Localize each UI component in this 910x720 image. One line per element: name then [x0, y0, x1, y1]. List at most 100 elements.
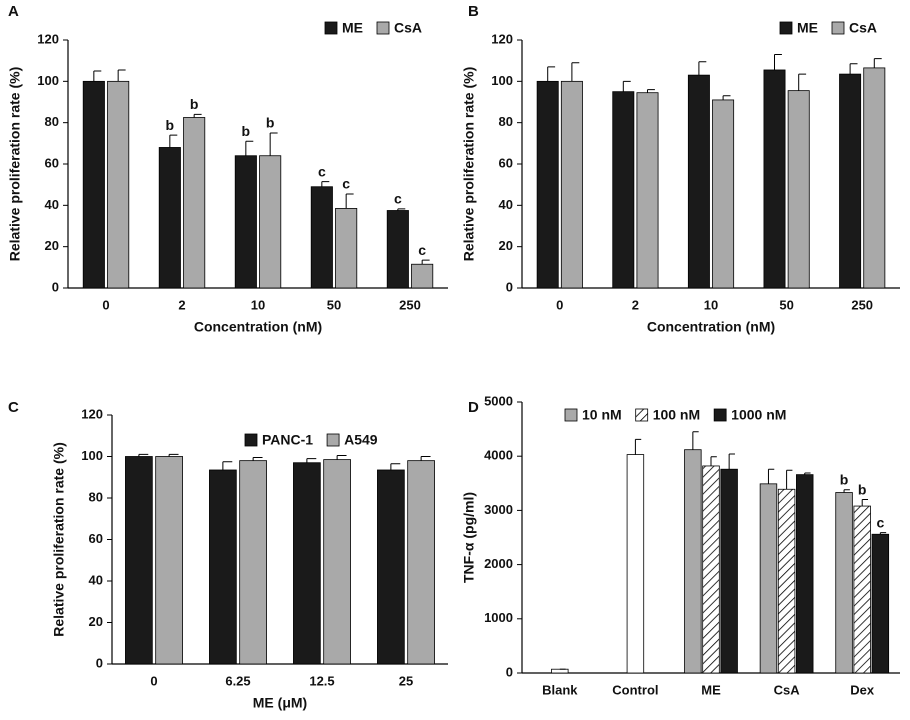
y-tick-label: 120	[491, 31, 513, 46]
error-bar	[646, 89, 655, 93]
bar	[536, 80, 559, 289]
error-bar	[571, 62, 580, 82]
y-tick-label: 80	[45, 114, 59, 129]
bar	[310, 186, 333, 289]
error-bar	[767, 468, 775, 484]
y-tick-label: 0	[506, 279, 513, 294]
error-bar	[252, 457, 263, 461]
legend-label: CsA	[394, 20, 422, 36]
bar	[323, 459, 351, 665]
bar	[386, 210, 409, 289]
error-bar	[804, 472, 811, 475]
y-tick-label: 40	[45, 197, 59, 212]
x-tick-label: 10	[704, 297, 718, 312]
bar	[863, 67, 886, 289]
x-tick-label: Dex	[850, 682, 875, 697]
panel-label: C	[8, 399, 19, 416]
legend-label: ME	[342, 20, 363, 36]
bar	[777, 488, 796, 674]
panel-label: A	[8, 3, 19, 20]
y-tick-label: 3000	[484, 502, 513, 517]
y-tick-label: 100	[37, 73, 59, 88]
bar	[239, 460, 267, 665]
x-tick-label: 25	[399, 673, 413, 688]
bar	[155, 456, 183, 665]
error-bar	[321, 181, 330, 187]
bar	[720, 468, 738, 674]
bar	[107, 80, 130, 289]
error-bar	[193, 113, 202, 118]
x-axis-label: Concentration (nM)	[194, 319, 322, 335]
bar	[712, 99, 735, 289]
y-tick-label: 0	[52, 279, 59, 294]
bar	[125, 456, 153, 665]
y-tick-label: 40	[499, 197, 513, 212]
y-tick-label: 20	[45, 238, 59, 253]
error-bar	[336, 454, 347, 460]
error-bar	[93, 70, 102, 82]
y-tick-label: 4000	[484, 448, 513, 463]
y-tick-label: 100	[491, 73, 513, 88]
y-tick-label: 100	[81, 448, 103, 463]
error-bar	[634, 438, 642, 455]
y-tick-label: 120	[81, 406, 103, 421]
x-tick-label: 250	[399, 297, 421, 312]
panel-label: D	[468, 399, 479, 416]
y-axis-label: Relative proliferation rate (%)	[7, 67, 23, 262]
y-tick-label: 60	[89, 531, 103, 546]
legend-label: CsA	[849, 20, 877, 36]
x-tick-label: 50	[779, 297, 793, 312]
y-axis-label: Relative proliferation rate (%)	[461, 67, 477, 262]
bar	[234, 155, 257, 289]
legend-label: ME	[797, 20, 818, 36]
y-tick-label: 80	[89, 489, 103, 504]
y-tick-label: 60	[499, 155, 513, 170]
x-axis-label: Concentration (nM)	[647, 319, 775, 335]
legend-swatch	[564, 408, 578, 422]
x-tick-label: 0	[102, 297, 109, 312]
significance-label: c	[318, 163, 326, 179]
legend-label: 100 nM	[653, 407, 700, 423]
significance-label: b	[840, 472, 849, 488]
y-tick-label: 2000	[484, 556, 513, 571]
significance-label: c	[876, 514, 884, 530]
error-bar	[421, 259, 430, 265]
error-bar	[245, 140, 254, 156]
error-bar	[390, 463, 401, 470]
bar	[687, 74, 710, 289]
legend-swatch	[635, 408, 649, 422]
x-tick-label: CsA	[774, 682, 801, 697]
significance-label: c	[342, 176, 350, 192]
x-tick-label: 50	[327, 297, 341, 312]
error-bar	[728, 453, 735, 470]
bar	[560, 80, 583, 289]
legend-label: PANC-1	[262, 432, 313, 448]
x-tick-label: 6.25	[225, 673, 250, 688]
bar	[763, 69, 786, 289]
bar	[702, 465, 720, 674]
bar	[335, 208, 358, 289]
bar	[183, 117, 206, 289]
legend-label: 10 nM	[582, 407, 622, 423]
y-tick-label: 60	[45, 155, 59, 170]
bar	[626, 454, 645, 674]
error-bar	[843, 489, 850, 493]
legend-swatch	[376, 21, 390, 35]
error-bar	[622, 80, 631, 92]
legend-swatch	[831, 21, 845, 35]
y-tick-label: 120	[37, 31, 59, 46]
bar	[293, 462, 321, 665]
significance-label: b	[242, 123, 251, 139]
x-tick-label: 0	[556, 297, 563, 312]
y-tick-label: 80	[499, 114, 513, 129]
bar	[411, 263, 434, 289]
bar	[796, 474, 814, 674]
error-bar	[547, 66, 556, 82]
bar	[871, 533, 890, 674]
bar	[636, 92, 659, 289]
error-bar	[117, 69, 126, 82]
x-tick-label: 2	[632, 297, 639, 312]
bar	[551, 668, 569, 674]
error-bar	[269, 132, 278, 156]
error-bar	[849, 63, 858, 75]
